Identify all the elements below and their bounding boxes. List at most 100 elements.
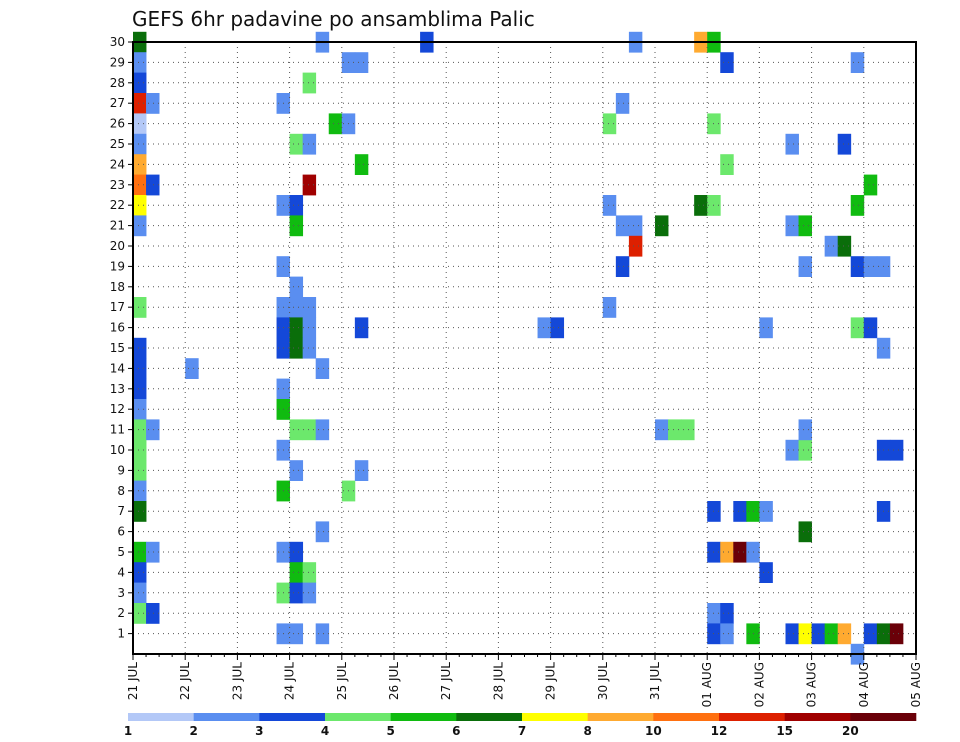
y-tick-label: 16: [110, 321, 125, 335]
colorbar-swatch: [587, 713, 654, 721]
heatmap-cell: [785, 623, 799, 645]
x-tick-label: 05 AUG: [909, 662, 923, 707]
heatmap-cell: [289, 337, 304, 359]
heatmap-cell: [315, 521, 330, 543]
heatmap-cell: [733, 501, 747, 522]
colorbar-label: 10: [645, 724, 662, 738]
y-tick-label: 26: [110, 117, 125, 131]
colorbar: 1 2 3 4 5 6 7 8 10 12 15 20: [124, 713, 917, 738]
x-tick-label: 03 AUG: [805, 662, 819, 707]
heatmap-cell: [315, 623, 330, 645]
y-tick-label: 28: [110, 76, 125, 90]
colorbar-swatch: [522, 713, 588, 721]
heatmap-cell: [133, 378, 147, 400]
heatmap-cell: [863, 317, 878, 339]
heatmap-cell: [133, 113, 147, 135]
heatmap-cell: [302, 562, 317, 583]
y-tick-label: 18: [110, 280, 125, 294]
colorbar-label: 20: [842, 724, 859, 738]
colorbar-swatch: [325, 713, 391, 721]
y-tick-label: 8: [117, 484, 125, 498]
heatmap-cell: [133, 439, 147, 461]
grid-lines: [132, 41, 917, 654]
y-tick-label: 12: [110, 402, 125, 416]
heatmap-cell: [302, 337, 317, 359]
heatmap-cell: [850, 195, 865, 216]
chart-title: GEFS 6hr padavine po ansamblima Palic: [132, 7, 535, 31]
y-tick-label: 6: [117, 525, 125, 539]
y-tick-label: 24: [110, 157, 125, 171]
heatmap-cell: [133, 297, 147, 318]
heatmap-cell: [837, 133, 852, 155]
heatmap-cell: [289, 297, 304, 318]
heatmap-cell: [759, 317, 773, 339]
heatmap-cell: [133, 582, 147, 604]
heatmap-cell: [302, 582, 317, 604]
colorbar-label: 3: [255, 724, 263, 738]
heatmap-cell: [302, 174, 317, 196]
heatmap-cell: [850, 256, 865, 277]
x-axis: 21 JUL 22 JUL 23 JUL 24 JUL 25 JUL 26 JUL 27 J…: [126, 654, 923, 707]
heatmap-cell: [850, 52, 865, 73]
heatmap-cell: [315, 358, 330, 379]
x-tick-label: 01 AUG: [700, 662, 714, 707]
heatmap-cell: [133, 501, 147, 522]
x-tick-label: 26 JUL: [387, 662, 401, 700]
heatmap-cell: [133, 93, 147, 114]
y-tick-label: 13: [110, 382, 125, 396]
y-tick-label: 2: [117, 606, 125, 620]
heatmap-cell: [863, 623, 878, 645]
y-tick-label: 9: [117, 463, 125, 477]
y-tick-label: 4: [117, 565, 125, 579]
x-tick-label: 02 AUG: [752, 662, 766, 707]
heatmap-cell: [302, 297, 317, 318]
y-tick-label: 11: [110, 423, 125, 437]
heatmap-cell: [302, 317, 317, 339]
x-tick-label: 27 JUL: [439, 662, 453, 700]
heatmap-cell: [354, 52, 369, 73]
heatmap-cell: [798, 521, 812, 543]
heatmap-cell: [133, 419, 147, 441]
heatmap-cell: [615, 93, 630, 114]
heatmap-cell: [289, 541, 304, 563]
x-tick-label: 25 JUL: [335, 662, 349, 700]
heatmap-cell: [550, 317, 565, 339]
heatmap-cell: [302, 72, 317, 94]
colorbar-swatch: [259, 713, 326, 721]
colorbar-label: 5: [386, 724, 394, 738]
heatmap-cell: [655, 419, 669, 441]
heatmap-cell: [863, 174, 878, 196]
y-tick-label: 15: [110, 341, 125, 355]
heatmap-cell: [537, 317, 551, 339]
heatmap-cell: [798, 215, 812, 237]
heatmap-cell: [889, 623, 904, 645]
heatmap-cell: [720, 52, 734, 73]
colorbar-swatch: [456, 713, 523, 721]
heatmap-cell: [146, 174, 160, 196]
heatmap-cell: [185, 358, 199, 379]
heatmap-cell: [615, 256, 630, 277]
colorbar-label: 2: [189, 724, 197, 738]
x-tick-label: 31 JUL: [648, 662, 662, 700]
heatmap-cell: [133, 399, 147, 420]
colorbar-label: 12: [711, 724, 728, 738]
heatmap-cell: [720, 603, 734, 624]
heatmap-cell: [133, 52, 147, 73]
heatmap-cell: [315, 419, 330, 441]
heatmap-cell: [133, 154, 147, 175]
x-tick-label: 24 JUL: [283, 662, 297, 700]
colorbar-swatch: [390, 713, 457, 721]
heatmap-cell: [289, 419, 304, 441]
colorbar-swatch: [653, 713, 720, 721]
colorbar-swatch: [784, 713, 851, 721]
heatmap-cell: [133, 480, 147, 502]
y-tick-label: 25: [110, 137, 125, 151]
y-tick-label: 22: [110, 198, 125, 212]
y-tick-label: 20: [110, 239, 125, 253]
colorbar-label: 6: [452, 724, 460, 738]
heatmap-cell: [785, 439, 799, 461]
heatmap-cell: [668, 419, 682, 441]
heatmap-cell: [602, 113, 617, 135]
heatmap-cell: [289, 276, 304, 298]
